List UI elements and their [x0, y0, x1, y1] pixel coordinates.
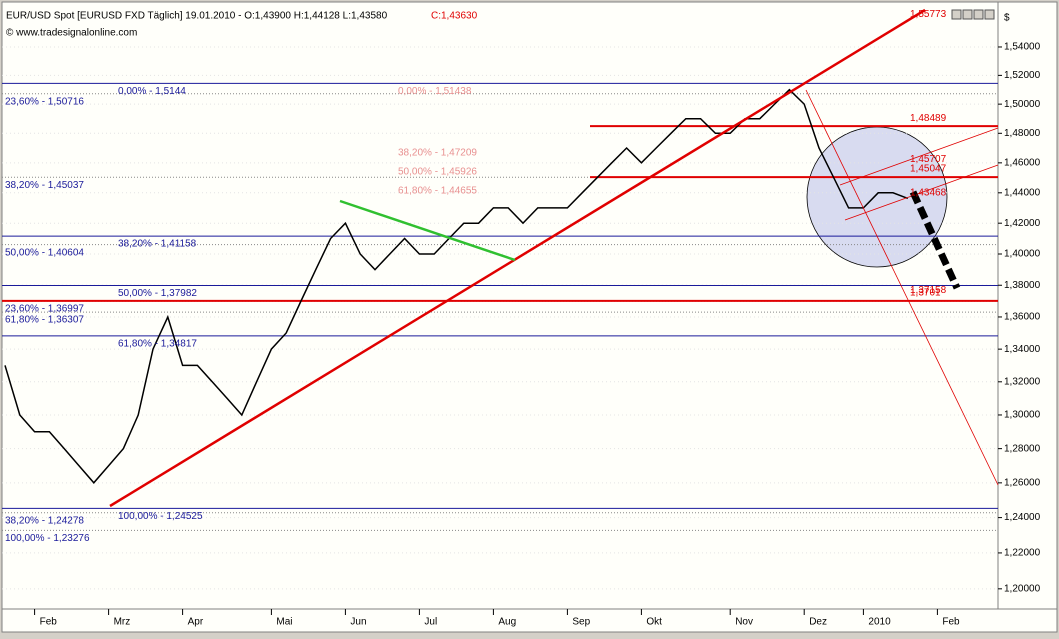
level-label: 23,60% - 1,50716	[5, 96, 84, 107]
x-tick-label: Feb	[942, 617, 960, 628]
close-label: C:1,43630	[431, 11, 478, 22]
price-line	[4, 88, 909, 484]
level-label: 61,80% - 1,44655	[398, 186, 477, 197]
x-tick-label: Apr	[188, 617, 204, 628]
x-tick-label: Feb	[40, 617, 58, 628]
channel-line	[839, 127, 999, 186]
y-tick-label: 1,44000	[1004, 187, 1041, 198]
y-tick-label: 1,24000	[1004, 512, 1041, 523]
y-tick-label: 1,48000	[1004, 128, 1041, 139]
x-tick-label: Aug	[498, 617, 516, 628]
button[interactable]	[962, 9, 973, 20]
level-label: 50,00% - 1,45926	[398, 167, 477, 178]
y-tick-label: 1,46000	[1004, 157, 1041, 168]
button[interactable]	[984, 9, 995, 20]
y-tick-label: 1,42000	[1004, 218, 1041, 229]
y-tick-label: 1,20000	[1004, 583, 1041, 594]
trend-line	[109, 8, 926, 508]
level-label: 1,45047	[910, 164, 947, 175]
level-label: 38,20% - 1,41158	[118, 239, 197, 250]
y-tick-label: 1,28000	[1004, 443, 1041, 454]
level-label: 1,45707	[910, 154, 947, 165]
x-tick-label: Dez	[809, 617, 827, 628]
y-tick-label: 1,38000	[1004, 280, 1041, 291]
level-label: 100,00% - 1,23276	[5, 533, 90, 544]
button[interactable]	[951, 9, 962, 20]
window-buttons[interactable]	[951, 9, 995, 20]
level-label: 0,00% - 1,51438	[398, 86, 472, 97]
level-label: 38,20% - 1,24278	[5, 515, 84, 526]
level-label: 38,20% - 1,45037	[5, 180, 84, 191]
x-tick-label: Sep	[572, 617, 590, 628]
y-axis-panel	[997, 1, 1058, 610]
x-tick-label: Mai	[276, 617, 292, 628]
y-tick-label: 1,52000	[1004, 70, 1041, 81]
trend-line	[339, 199, 516, 262]
level-label: 1,43468	[910, 187, 947, 198]
annotations	[109, 8, 999, 508]
x-tick-label: Mrz	[114, 617, 131, 628]
level-label: 23,60% - 1,36997	[5, 304, 84, 315]
level-label: 50,00% - 1,40604	[5, 247, 84, 258]
y-tick-label: 1,54000	[1004, 42, 1041, 53]
level-label: 100,00% - 1,24525	[118, 511, 203, 522]
forecast-line	[909, 190, 961, 290]
x-tick-label: Nov	[735, 617, 753, 628]
level-label: 0,00% - 1,5144	[118, 86, 186, 97]
y-tick-label: 1,32000	[1004, 376, 1041, 387]
y-tick-label: 1,30000	[1004, 410, 1041, 421]
plot-area	[1, 1, 999, 610]
level-label: 50,00% - 1,37982	[118, 288, 197, 299]
y-tick-label: 1,40000	[1004, 249, 1041, 260]
level-label: 38,20% - 1,47209	[398, 148, 477, 159]
subtitle: © www.tradesignalonline.com	[6, 28, 137, 39]
y-tick-label: 1,26000	[1004, 477, 1041, 488]
x-tick-label: 2010	[868, 617, 891, 628]
x-tick-label: Jun	[350, 617, 366, 628]
level-label: 1,55773	[910, 9, 947, 20]
level-label: 1,37158	[910, 285, 947, 296]
level-label: 1,48489	[910, 113, 947, 124]
x-axis-panel	[1, 608, 1058, 633]
button[interactable]	[973, 9, 984, 20]
level-label: 61,80% - 1,34817	[118, 339, 197, 350]
marks	[2, 46, 998, 590]
y-tick-label: 1,50000	[1004, 99, 1041, 110]
chart-title: EUR/USD Spot [EURUSD FXD Täglich] 19.01.…	[6, 11, 388, 22]
level-label: 61,80% - 1,36307	[5, 315, 84, 326]
level-label: 1,3701	[910, 288, 941, 299]
x-tick-label: Jul	[424, 617, 437, 628]
y-tick-label: 1,36000	[1004, 312, 1041, 323]
y-tick-label: 1,22000	[1004, 548, 1041, 559]
channel-line	[844, 164, 999, 221]
y-tick-label: 1,34000	[1004, 344, 1041, 355]
channel-line	[805, 89, 999, 486]
x-tick-label: Okt	[646, 617, 662, 628]
y-unit: $	[1004, 13, 1010, 24]
